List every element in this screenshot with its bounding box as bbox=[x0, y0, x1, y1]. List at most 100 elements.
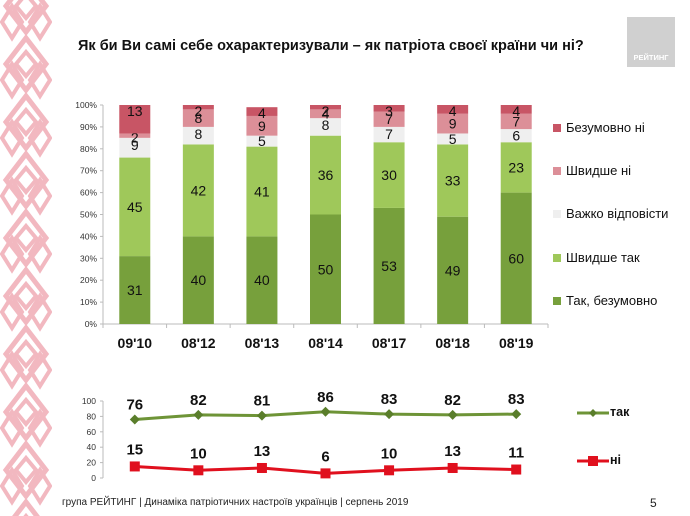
legend-item-tak-bezumovno: Так, безумовно bbox=[553, 293, 657, 308]
bar-value-label: 4 bbox=[258, 105, 266, 121]
bar-segment bbox=[182, 126, 214, 145]
bar-value-label: 5 bbox=[449, 131, 457, 147]
bar-value-label: 8 bbox=[194, 126, 202, 142]
decorative-ornament-border bbox=[0, 0, 52, 516]
y-tick-label: 70% bbox=[80, 166, 97, 176]
bar-segment bbox=[437, 133, 469, 145]
bar-value-label: 9 bbox=[449, 116, 457, 132]
data-point bbox=[384, 465, 395, 476]
bar-segment bbox=[119, 137, 151, 158]
ornament-diamond bbox=[0, 234, 25, 274]
bar-segment bbox=[246, 135, 278, 147]
x-category-label: 08'14 bbox=[308, 335, 343, 351]
data-label: 81 bbox=[254, 393, 271, 410]
legend-item-bezumovno-ni: Безумовно ні bbox=[553, 120, 645, 135]
bar-segment bbox=[373, 105, 405, 112]
ornament-diamond bbox=[2, 265, 50, 327]
ornament-diamond bbox=[13, 106, 39, 138]
bar-value-label: 41 bbox=[254, 184, 270, 200]
bar-value-label: 60 bbox=[508, 250, 524, 266]
y-tick-label: 10% bbox=[80, 297, 97, 307]
bar-segment bbox=[437, 216, 469, 324]
x-category-label: 09'10 bbox=[118, 335, 153, 351]
data-point bbox=[511, 409, 522, 420]
bar-value-label: 2 bbox=[194, 103, 202, 119]
ornament-diamond bbox=[2, 149, 50, 211]
data-label: 13 bbox=[254, 443, 271, 460]
bar-segment bbox=[437, 144, 469, 217]
diamond-marker-icon bbox=[577, 408, 609, 417]
bar-segment bbox=[119, 256, 151, 324]
bar-segment bbox=[310, 118, 341, 136]
bar-segment bbox=[373, 111, 405, 127]
ornament-diamond bbox=[0, 466, 25, 506]
bar-segment bbox=[500, 142, 532, 193]
bar-value-label: 23 bbox=[508, 159, 524, 175]
bar-segment bbox=[246, 107, 278, 116]
bar-value-label: 2 bbox=[322, 103, 330, 119]
bar-value-label: 4 bbox=[512, 103, 520, 119]
legend-swatch bbox=[553, 209, 561, 218]
ornament-diamond bbox=[2, 91, 50, 153]
slide-title: Як би Ви самі себе охарактеризували – як… bbox=[78, 38, 584, 54]
ornament-diamond bbox=[27, 466, 52, 506]
y-tick-label: 50% bbox=[80, 210, 97, 220]
bar-value-label: 8 bbox=[322, 117, 330, 133]
x-category-label: 08'13 bbox=[245, 335, 280, 351]
bar-segment bbox=[373, 207, 405, 324]
legend-swatch bbox=[553, 253, 561, 262]
ornament-diamond bbox=[27, 350, 52, 390]
ornament-diamond bbox=[2, 33, 50, 95]
ornament-diamond bbox=[2, 381, 50, 443]
legend-label: Так, безумовно bbox=[566, 293, 658, 308]
ornament-diamond bbox=[13, 280, 39, 312]
data-label: 13 bbox=[444, 443, 461, 460]
bar-segment bbox=[182, 109, 214, 127]
y-tick-label: 100% bbox=[75, 100, 97, 110]
ornament-diamond bbox=[0, 118, 25, 158]
bar-segment bbox=[437, 113, 469, 134]
ornament-diamond bbox=[13, 454, 39, 486]
y-tick-label: 100 bbox=[82, 396, 96, 406]
bar-segment bbox=[500, 113, 532, 130]
bar-value-label: 4 bbox=[322, 105, 330, 121]
bar-value-label: 7 bbox=[385, 126, 393, 142]
data-label: 82 bbox=[444, 392, 461, 409]
y-tick-label: 40% bbox=[80, 231, 97, 241]
bar-segment bbox=[373, 142, 405, 208]
y-tick-label: 0% bbox=[85, 319, 98, 329]
line-legend-tak: так bbox=[576, 405, 629, 419]
bar-value-label: 13 bbox=[127, 103, 143, 119]
y-tick-label: 40 bbox=[87, 442, 97, 452]
bar-value-label: 36 bbox=[318, 167, 334, 183]
ornament-diamond bbox=[13, 48, 39, 80]
bar-value-label: 49 bbox=[445, 262, 461, 278]
data-point bbox=[511, 464, 522, 475]
data-label: 15 bbox=[126, 441, 143, 458]
data-point bbox=[384, 409, 395, 420]
legend-item-shvydshe-tak: Швидше так bbox=[553, 250, 640, 265]
bar-segment bbox=[246, 115, 278, 136]
data-point bbox=[193, 465, 204, 476]
bar-value-label: 40 bbox=[191, 272, 207, 288]
bar-value-label: 9 bbox=[131, 137, 139, 153]
ornament-diamond bbox=[13, 396, 39, 428]
footer-text: група РЕЙТИНГ | Динаміка патріотичних на… bbox=[62, 497, 409, 508]
line-legend-label: ні bbox=[610, 453, 622, 467]
bar-value-label: 6 bbox=[512, 128, 520, 144]
bar-value-label: 2 bbox=[131, 129, 139, 145]
ornament-diamond bbox=[27, 176, 52, 216]
bar-value-label: 4 bbox=[449, 103, 457, 119]
bar-value-label: 3 bbox=[385, 103, 393, 119]
data-label: 83 bbox=[381, 391, 398, 408]
ornament-diamond bbox=[0, 292, 25, 332]
x-category-label: 08'12 bbox=[181, 335, 216, 351]
data-point bbox=[256, 410, 267, 421]
ornament-diamond bbox=[13, 0, 39, 22]
data-label: 11 bbox=[508, 445, 524, 462]
x-category-label: 08'18 bbox=[435, 335, 470, 351]
bar-value-label: 5 bbox=[258, 133, 266, 149]
logo-text: РЕЙТИНГ bbox=[633, 53, 669, 62]
data-point bbox=[256, 462, 267, 473]
bar-segment bbox=[500, 129, 532, 143]
